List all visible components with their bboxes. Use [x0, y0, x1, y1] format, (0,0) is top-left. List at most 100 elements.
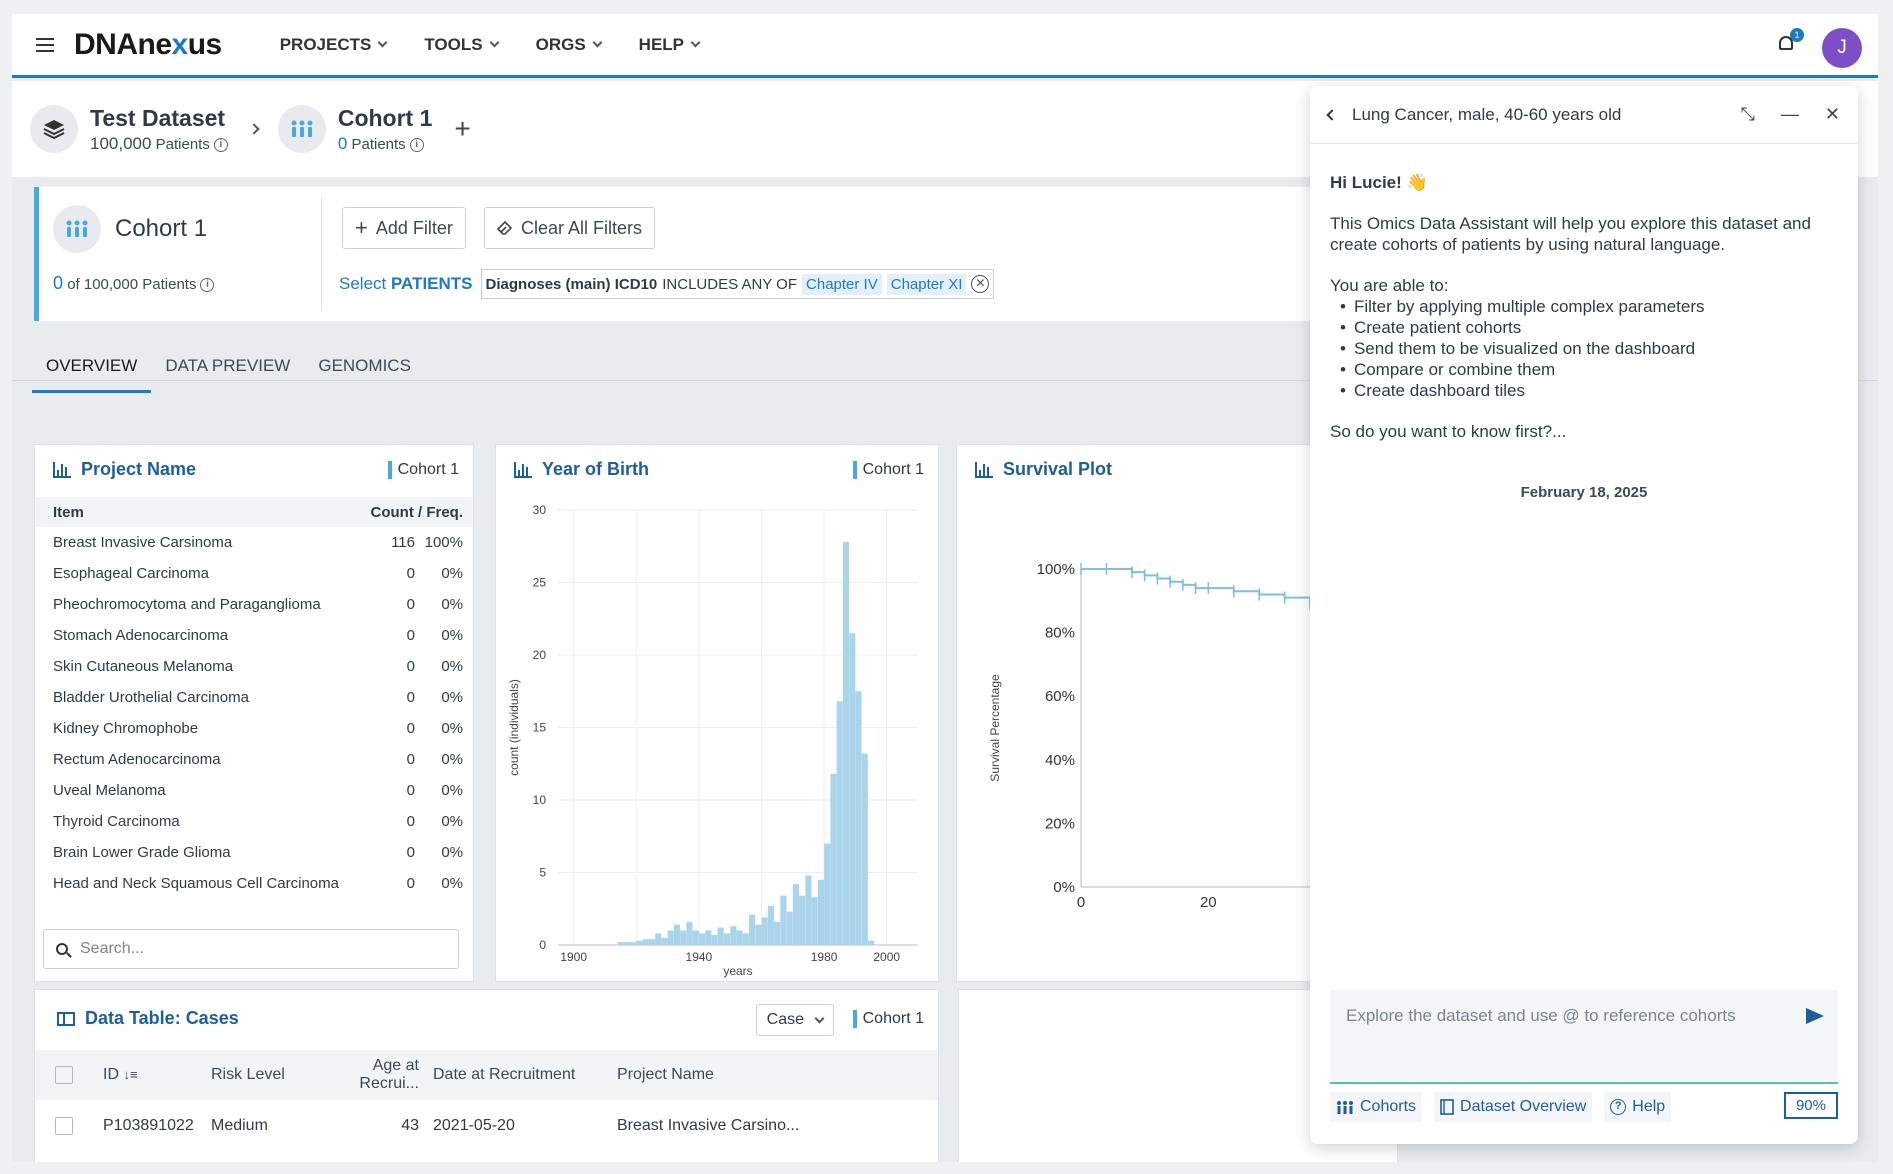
histogram-bar — [799, 895, 806, 945]
chat-placeholder: Explore the dataset and use @ to referen… — [1346, 1006, 1736, 1025]
back-icon[interactable] — [1326, 108, 1338, 121]
table-row[interactable]: Thyroid Carcinoma 0 0% — [35, 806, 473, 837]
histogram-bar — [692, 930, 699, 945]
cell-item: Uveal Melanoma — [53, 782, 166, 799]
table-row[interactable]: Pheochromocytoma and Paraganglioma 0 0% — [35, 589, 473, 620]
cell-count: 0 — [406, 689, 415, 706]
info-icon[interactable]: i — [409, 137, 424, 152]
dataset-unit: Patients — [155, 135, 210, 153]
avatar[interactable]: J — [1822, 28, 1862, 68]
table-row[interactable]: Skin Cutaneous Melanoma 0 0% — [35, 651, 473, 682]
bar-chart-icon — [514, 461, 532, 478]
filter-pill[interactable]: Diagnoses (main) ICD10 INCLUDES ANY OF C… — [480, 269, 995, 299]
cell-freq: 0% — [441, 875, 463, 892]
breadcrumb-dataset[interactable]: Test Dataset 100,000 Patients i — [30, 105, 228, 154]
col-id[interactable]: ID ↓≡ — [103, 1066, 138, 1083]
project-card-header: Project Name — [53, 459, 196, 480]
filter-row: Select PATIENTS Diagnoses (main) ICD10 I… — [339, 269, 995, 299]
col-risk[interactable]: Risk Level — [211, 1066, 285, 1083]
case-select[interactable]: Case — [755, 1004, 834, 1036]
able-to-label: You are able to: — [1330, 276, 1449, 295]
nav-tools[interactable]: TOOLS — [424, 35, 500, 55]
table-row[interactable]: Rectum Adenocarcinoma 0 0% — [35, 744, 473, 775]
table-row[interactable]: Breast Invasive Carsinoma 116 100% — [35, 527, 473, 558]
survival-chart: 0%20%40%60%80%100%02040Survival Percenta… — [988, 561, 1337, 911]
nav-orgs[interactable]: ORGS — [536, 35, 603, 55]
histogram-bar — [642, 939, 649, 945]
col-age[interactable]: Age at Recrui... — [359, 1057, 419, 1092]
cell-freq: 0% — [441, 720, 463, 737]
cohort-tag: Cohort 1 — [852, 461, 924, 479]
table-row[interactable]: Kidney Chromophobe 0 0% — [35, 713, 473, 744]
cohort-count: 0 — [337, 133, 348, 153]
select-all-checkbox[interactable] — [55, 1066, 73, 1084]
help-button[interactable]: ? Help — [1604, 1092, 1672, 1122]
nav-help[interactable]: HELP — [639, 35, 701, 55]
y-tick-label: 5 — [539, 866, 546, 880]
nav-projects[interactable]: PROJECTS — [280, 35, 388, 55]
histogram-bar — [836, 701, 843, 945]
project-card-title: Project Name — [81, 459, 197, 479]
chat-input[interactable]: Explore the dataset and use @ to referen… — [1330, 990, 1838, 1084]
project-table: Item Count / Freq. Breast Invasive Carsi… — [35, 497, 473, 899]
row-checkbox[interactable] — [55, 1117, 73, 1135]
breadcrumb-cohort[interactable]: Cohort 1 0 Patients i — [277, 105, 432, 154]
histogram-bar — [711, 934, 718, 945]
tabs-divider — [12, 380, 1878, 381]
cell-freq: 0% — [441, 689, 463, 706]
table-row[interactable]: Stomach Adenocarcinoma 0 0% — [35, 620, 473, 651]
tab-overview[interactable]: OVERVIEW — [32, 344, 152, 393]
cell-count: 0 — [406, 658, 415, 675]
close-icon[interactable]: ✕ — [1824, 104, 1840, 124]
histogram-bar — [811, 897, 818, 945]
cohort-unit: Patients — [351, 135, 406, 153]
tab-data-preview[interactable]: DATA PREVIEW — [165, 356, 291, 375]
search-input[interactable]: Search... — [43, 929, 459, 969]
add-filter-button[interactable]: + Add Filter — [342, 207, 466, 249]
x-tick-label: 1900 — [560, 950, 587, 964]
table-row[interactable]: Uveal Melanoma 0 0% — [35, 775, 473, 806]
col-project[interactable]: Project Name — [617, 1066, 714, 1083]
histogram-bar — [686, 921, 693, 945]
remove-filter-icon[interactable]: ✕ — [971, 275, 990, 293]
tab-genomics[interactable]: GENOMICS — [318, 356, 411, 375]
yob-card-title: Year of Birth — [542, 459, 650, 479]
col-date[interactable]: Date at Recruitment — [433, 1066, 576, 1083]
cell-item: Brain Lower Grade Glioma — [53, 844, 231, 861]
zoom-level[interactable]: 90% — [1783, 1092, 1838, 1119]
menu-icon[interactable] — [36, 37, 54, 52]
sort-icon[interactable]: ↓≡ — [123, 1067, 138, 1082]
logo[interactable]: DNAnexus — [74, 27, 222, 61]
histogram-bar — [792, 884, 799, 945]
cohorts-button[interactable]: Cohorts — [1330, 1092, 1423, 1122]
filter-value-chip[interactable]: Chapter XI — [886, 273, 967, 295]
y-tick-label: 80% — [1045, 625, 1075, 642]
add-cohort-button[interactable]: + — [454, 113, 471, 144]
minimize-icon[interactable]: — — [1780, 104, 1799, 124]
cell-item: Stomach Adenocarcinoma — [53, 627, 229, 644]
yob-card-header: Year of Birth — [514, 459, 649, 480]
survival-plot-card: Survival Plot 0%20%40%60%80%100%02040Sur… — [956, 444, 1337, 982]
send-icon[interactable] — [1806, 1008, 1824, 1024]
info-icon[interactable]: i — [213, 137, 228, 152]
table-row[interactable]: P103891022 Medium 43 2021-05-20 Breast I… — [35, 1100, 938, 1152]
table-row[interactable]: Head and Neck Squamous Cell Carcinoma 0 0% — [35, 868, 473, 899]
bell-icon[interactable]: 1 — [1778, 28, 1804, 54]
histogram-bar — [630, 942, 637, 945]
y-tick-label: 40% — [1045, 752, 1075, 769]
y-tick-label: 100% — [1037, 561, 1075, 578]
table-row[interactable]: Esophageal Carcinoma 0 0% — [35, 558, 473, 589]
clear-filters-button[interactable]: Clear All Filters — [484, 207, 656, 249]
y-axis-label: count (individuals) — [507, 679, 521, 776]
x-tick-label: 2000 — [873, 950, 900, 964]
expand-icon[interactable]: ⤡ — [1740, 104, 1755, 124]
y-tick-label: 0 — [539, 938, 546, 952]
filter-value-chip[interactable]: Chapter IV — [802, 273, 882, 295]
histogram-bar — [655, 933, 662, 945]
people-icon — [53, 205, 101, 253]
table-icon — [57, 1011, 75, 1026]
table-row[interactable]: Brain Lower Grade Glioma 0 0% — [35, 837, 473, 868]
info-icon[interactable]: i — [200, 278, 215, 293]
table-row[interactable]: Bladder Urothelial Carcinoma 0 0% — [35, 682, 473, 713]
dataset-overview-button[interactable]: Dataset Overview — [1434, 1092, 1593, 1122]
